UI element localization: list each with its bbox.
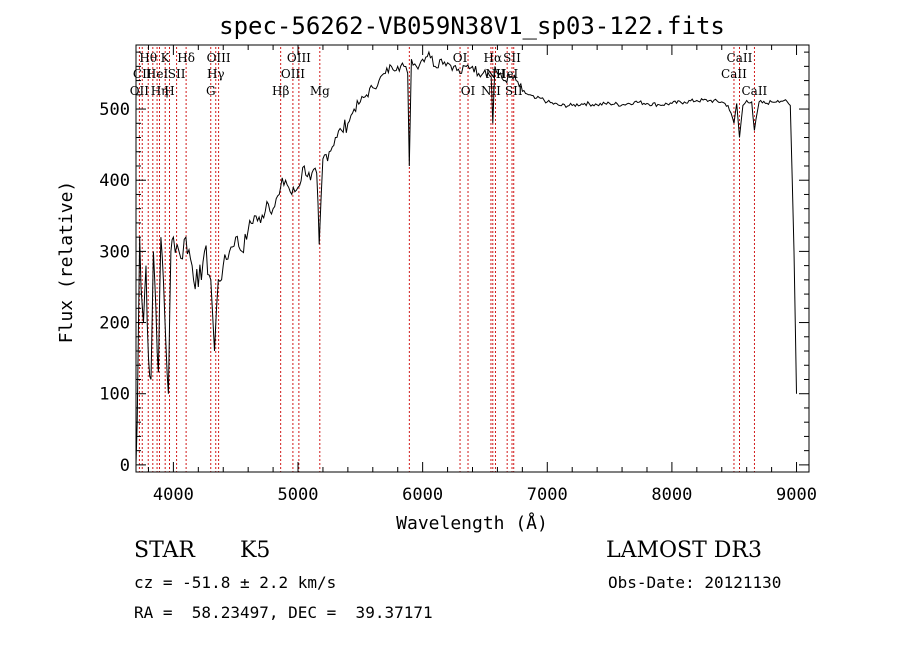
line-marker-labels: OII CII Hθ HeI Hη K H SII Hδ G Hγ OIII Hβ OIII OIII Mg O… bbox=[130, 51, 768, 98]
line-marker-label: H bbox=[164, 84, 174, 98]
y-tick-label: 200 bbox=[99, 314, 130, 334]
redshift-velocity: cz = -51.8 ± 2.2 km/s bbox=[134, 573, 337, 592]
line-marker-label: Hη bbox=[151, 84, 169, 98]
y-axis: 0 100 200 300 400 500 bbox=[99, 51, 809, 476]
line-marker-label: Mg bbox=[310, 84, 330, 98]
line-marker-label: OI bbox=[453, 51, 468, 65]
y-tick-label: 400 bbox=[99, 171, 130, 191]
line-marker-label: OIII bbox=[287, 51, 311, 65]
object-subclass: K5 bbox=[240, 538, 271, 563]
line-marker-label: Hα bbox=[484, 51, 503, 65]
line-marker-label: OIII bbox=[281, 67, 305, 81]
line-marker-label: CII bbox=[133, 67, 152, 81]
y-tick-label: 0 bbox=[120, 456, 130, 476]
chart-title: spec-56262-VB059N38V1_sp03-122.fits bbox=[219, 12, 725, 40]
line-marker-label: SII bbox=[503, 51, 521, 65]
x-tick-label: 8000 bbox=[651, 485, 692, 505]
x-axis-label: Wavelength (Å) bbox=[396, 512, 548, 534]
line-marker-label: OII bbox=[130, 84, 150, 98]
sky-coordinates: RA = 58.23497, DEC = 39.37171 bbox=[134, 603, 433, 622]
line-marker-label: HeI bbox=[146, 67, 169, 81]
line-marker-label: CaII bbox=[741, 84, 767, 98]
line-marker-label: K bbox=[161, 51, 171, 65]
line-markers bbox=[138, 47, 755, 472]
line-marker-label: NII bbox=[485, 67, 505, 81]
line-marker-label: OIII bbox=[207, 51, 231, 65]
line-marker-label: G bbox=[206, 84, 216, 98]
spectrum-line bbox=[135, 50, 797, 465]
y-axis-label: Flux (relative) bbox=[56, 181, 77, 344]
line-marker-label: Hβ bbox=[272, 84, 289, 98]
x-tick-label: 5000 bbox=[278, 485, 319, 505]
x-tick-label: 7000 bbox=[527, 485, 568, 505]
x-tick-label: 6000 bbox=[402, 485, 443, 505]
line-marker-label: OI bbox=[461, 84, 476, 98]
line-marker-label: SII bbox=[505, 84, 523, 98]
line-marker-label: Hδ bbox=[177, 51, 195, 65]
line-marker-label: SII bbox=[168, 67, 186, 81]
line-marker-label: CaII bbox=[721, 67, 747, 81]
y-tick-label: 100 bbox=[99, 385, 130, 405]
line-marker-label: CaII bbox=[727, 51, 753, 65]
observation-date: Obs-Date: 20121130 bbox=[608, 573, 782, 592]
y-tick-label: 300 bbox=[99, 242, 130, 262]
y-tick-label: 500 bbox=[99, 100, 130, 120]
plot-frame bbox=[135, 44, 810, 473]
x-tick-label: 9000 bbox=[776, 485, 817, 505]
x-tick-label: 4000 bbox=[153, 485, 194, 505]
line-marker-label: NII bbox=[481, 84, 501, 98]
x-axis: 4000 5000 6000 7000 8000 9000 bbox=[147, 45, 817, 505]
line-marker-label: Hγ bbox=[207, 67, 225, 81]
object-class: STAR bbox=[134, 538, 195, 563]
survey-name: LAMOST DR3 bbox=[606, 538, 762, 563]
line-marker-label: Hθ bbox=[139, 51, 157, 65]
